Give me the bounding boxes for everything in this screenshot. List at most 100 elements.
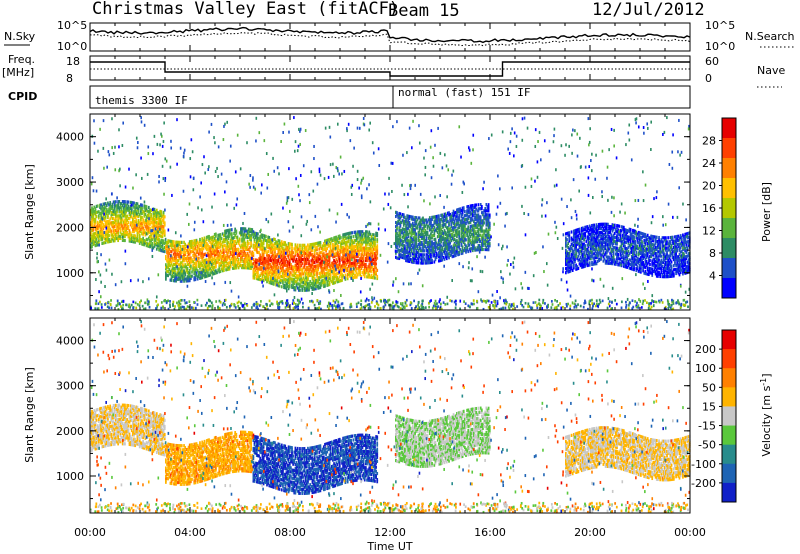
power-cell [292, 283, 295, 288]
power-cell [228, 248, 231, 253]
power-cell [194, 271, 197, 275]
power-cell [159, 213, 162, 218]
power-cell [180, 261, 183, 265]
power-cell [92, 208, 95, 212]
power-cell [401, 247, 404, 251]
power-cell [144, 239, 147, 243]
power-cell [408, 241, 411, 245]
power-cell [179, 269, 182, 273]
power-cell [328, 262, 331, 266]
power-cell [160, 226, 163, 230]
power-cell [371, 237, 374, 241]
power-cell [326, 271, 329, 275]
power-cell [399, 236, 402, 241]
power-cell [414, 220, 416, 224]
power-cell [435, 221, 438, 225]
power-cell [319, 261, 322, 265]
power-cell [130, 233, 133, 237]
power-cell [266, 271, 268, 276]
power-cell [251, 262, 254, 267]
power-cell [249, 250, 251, 254]
power-cell [342, 259, 345, 264]
power-cell [211, 270, 214, 274]
power-cell [328, 272, 331, 276]
power-cell [359, 244, 362, 248]
power-cell [225, 259, 227, 264]
power-cell [282, 271, 284, 275]
power-cell [427, 246, 430, 251]
power-cell [352, 245, 355, 249]
power-cell [234, 243, 237, 248]
power-cell [267, 239, 270, 243]
power-cell [274, 237, 276, 242]
power-cell [294, 245, 297, 249]
power-cell [354, 232, 357, 236]
power-cell [190, 246, 192, 250]
power-cell [242, 243, 245, 247]
power-cell [285, 272, 288, 276]
power-cell [209, 252, 212, 257]
power-cell [195, 267, 198, 271]
power-cell [410, 233, 413, 237]
power-cell [415, 254, 418, 259]
power-cell [218, 235, 221, 239]
power-cell [230, 236, 233, 240]
power-cell [226, 247, 229, 251]
power-cell [419, 226, 422, 230]
power-cell [410, 237, 413, 242]
power-cell [260, 268, 263, 272]
power-cell [200, 251, 202, 256]
power-cell [119, 218, 122, 222]
power-cell [163, 233, 166, 237]
power-cell [192, 245, 195, 249]
power-cell [237, 249, 240, 253]
power-cell [406, 257, 409, 261]
power-cell [358, 260, 360, 265]
power-cell [113, 233, 116, 237]
power-cell [152, 246, 155, 250]
power-cell [276, 275, 279, 279]
power-cell [184, 250, 187, 255]
power-cell [252, 272, 255, 276]
power-cell [369, 238, 372, 243]
power-cell [355, 234, 358, 238]
power-cell [91, 220, 93, 224]
power-cell [371, 233, 374, 237]
power-cell [199, 270, 201, 274]
power-cell [170, 278, 173, 282]
power-cell [143, 239, 146, 243]
power-cell [205, 274, 208, 278]
power-cell [197, 246, 200, 250]
power-cell [284, 286, 287, 290]
power-cell [359, 268, 362, 273]
power-cell [232, 248, 234, 252]
power-cell [422, 259, 424, 263]
power-cell [404, 230, 406, 234]
power-cell [365, 252, 367, 256]
power-cell [357, 244, 359, 248]
power-cell [97, 238, 100, 242]
power-cell [175, 263, 177, 267]
power-cell [327, 273, 330, 277]
power-cell [101, 205, 104, 209]
power-cell [146, 238, 149, 242]
power-cell [327, 277, 330, 281]
power-cell [233, 244, 235, 248]
power-cell [363, 252, 366, 256]
power-cell [102, 233, 105, 237]
power-cell [169, 264, 172, 268]
power-cell [137, 220, 140, 225]
power-cell [160, 244, 163, 249]
power-cell [102, 231, 105, 235]
power-cell [144, 225, 147, 229]
power-cell [126, 202, 129, 206]
power-cell [129, 215, 132, 219]
power-cell [212, 245, 215, 249]
power-cell [171, 240, 174, 244]
power-cell [428, 226, 431, 230]
power-cell [354, 275, 357, 279]
power-cell [224, 243, 226, 248]
power-cell [367, 265, 370, 269]
power-cell [226, 243, 229, 247]
power-cell [157, 211, 159, 215]
